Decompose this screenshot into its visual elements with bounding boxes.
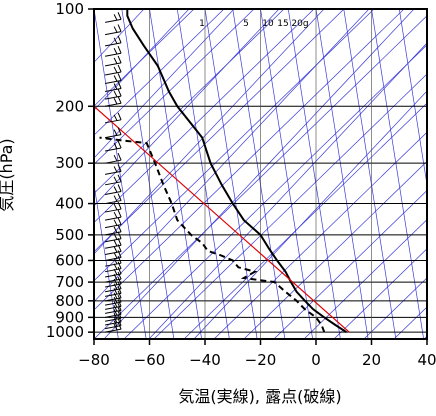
dry-adiabat-line xyxy=(213,131,427,339)
y-tick-label: 400 xyxy=(55,195,84,213)
x-tick-label: 0 xyxy=(311,351,321,369)
wind-barb xyxy=(105,231,122,243)
parcel-line xyxy=(94,105,350,333)
wind-barb xyxy=(105,201,122,213)
isotherm-line xyxy=(287,9,341,339)
wind-barb xyxy=(105,140,122,152)
dewpoint-line xyxy=(99,136,326,333)
wind-barb xyxy=(105,88,122,100)
aux-lines xyxy=(94,9,427,339)
wind-barb xyxy=(105,46,122,57)
wind-barb xyxy=(105,55,122,67)
moist-adiabat-line xyxy=(103,9,415,339)
isotherm-line xyxy=(371,9,424,339)
temperature-line xyxy=(126,9,348,334)
wind-barb xyxy=(105,209,122,221)
wind-barbs xyxy=(105,9,122,333)
x-tick-label: −60 xyxy=(134,351,166,369)
isotherm-line xyxy=(94,9,147,339)
dry-adiabat-line xyxy=(94,9,345,253)
y-tick-label: 200 xyxy=(55,97,84,115)
wind-barb xyxy=(105,217,122,229)
wind-barb xyxy=(105,286,122,297)
wind-barb xyxy=(105,12,122,23)
dry-adiabat-line xyxy=(94,9,225,136)
isotherm-line xyxy=(121,9,175,339)
isotherm-line xyxy=(343,9,397,339)
wind-barb xyxy=(105,294,122,306)
dry-adiabat-line xyxy=(363,277,427,339)
wind-barb xyxy=(105,81,122,92)
y-tick-label: 800 xyxy=(55,292,84,310)
dry-adiabat-line xyxy=(94,9,315,224)
y-tick-label: 500 xyxy=(55,226,84,244)
dry-adiabat-line xyxy=(243,160,427,339)
mixing-ratio-label: 5 xyxy=(243,19,249,29)
mixing-ratio-label: 20g xyxy=(291,19,308,29)
dry-adiabat-line xyxy=(333,248,427,339)
wind-barb xyxy=(105,96,122,107)
x-axis: −80 −60 −40 −20 0 20 40 xyxy=(78,339,436,369)
dry-adiabat-line xyxy=(153,73,427,339)
wind-barb xyxy=(105,164,122,175)
isotherm-line xyxy=(398,9,427,187)
dry-adiabat-line xyxy=(94,9,255,165)
wind-barb xyxy=(105,255,122,267)
y-tick-label: 100 xyxy=(55,0,84,18)
series-layer xyxy=(94,9,350,334)
x-tick-label: 40 xyxy=(417,351,436,369)
y-tick-label: 900 xyxy=(55,308,84,326)
wind-barb xyxy=(105,112,122,124)
x-axis-label: 気温(実線), 露点(破線) xyxy=(178,387,341,406)
y-tick-label: 700 xyxy=(55,273,84,291)
wind-barb xyxy=(105,64,122,76)
wind-barb xyxy=(105,24,122,36)
grid-lines xyxy=(94,9,427,339)
x-tick-label: −80 xyxy=(78,351,110,369)
x-tick-label: 20 xyxy=(362,351,381,369)
y-tick-label: 600 xyxy=(55,251,84,269)
moist-adiabat-line xyxy=(94,9,235,159)
x-tick-label: −20 xyxy=(245,351,277,369)
moist-adiabat-line xyxy=(148,42,427,339)
x-tick-label: −40 xyxy=(189,351,221,369)
y-tick-label: 300 xyxy=(55,154,84,172)
y-tick-label: 1000 xyxy=(46,323,84,341)
isotherm-line xyxy=(260,9,313,339)
wind-barb xyxy=(105,174,122,186)
wind-barb xyxy=(105,224,122,236)
moist-adiabat-line xyxy=(94,9,370,303)
moist-adiabat-line xyxy=(94,9,325,255)
y-axis-label: 気圧(hPa) xyxy=(0,138,16,211)
dry-adiabat-line xyxy=(303,219,427,339)
wind-barb xyxy=(105,193,122,205)
mixing-ratio-label: 1 xyxy=(199,19,205,29)
wind-barb xyxy=(105,73,122,84)
dry-adiabat-line xyxy=(94,15,427,339)
mixing-ratio-label: 15 xyxy=(277,19,288,29)
isotherm-line xyxy=(204,9,258,339)
dry-adiabat-line xyxy=(273,190,427,339)
isotherm-line xyxy=(176,9,230,339)
mixing-ratio-label: 10 xyxy=(262,19,274,29)
mixing-ratio-labels: 1 5 10 15 20g xyxy=(199,19,308,29)
moist-adiabat-line xyxy=(94,9,190,111)
wind-barb xyxy=(105,152,122,164)
moist-adiabat-line xyxy=(193,90,427,339)
wind-barb xyxy=(105,127,122,139)
moist-adiabat-line xyxy=(94,9,280,207)
isotherm-line xyxy=(315,9,369,339)
wind-barb xyxy=(105,290,122,302)
wind-barb xyxy=(105,184,122,195)
wind-barb xyxy=(105,35,122,47)
dry-adiabat-line xyxy=(183,102,427,339)
isotherm-line xyxy=(149,9,202,339)
isotherm-line xyxy=(94,182,119,339)
